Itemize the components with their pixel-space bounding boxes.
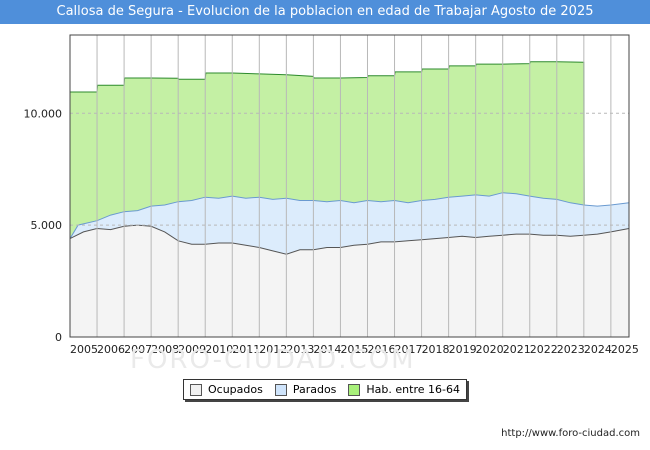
chart-title: Callosa de Segura - Evolucion de la pobl… xyxy=(0,0,650,24)
x-tick-label: 2018 xyxy=(422,343,450,356)
line-hab-entre-16-64 xyxy=(70,61,585,338)
legend-label-parados: Parados xyxy=(292,383,337,396)
x-tick-label: 2014 xyxy=(313,343,341,356)
plot-frame xyxy=(69,34,630,338)
y-tick-label: 0 xyxy=(55,331,62,344)
x-tick-label: 2007 xyxy=(124,343,152,356)
x-tick-label: 2010 xyxy=(205,343,233,356)
x-tick-label: 2021 xyxy=(503,343,531,356)
x-tick-label: 2006 xyxy=(97,343,125,356)
x-axis: 2005 2006 2007 2008 2009 2010 2011 2012 2013 2014… xyxy=(70,343,639,356)
legend-item-parados: Parados xyxy=(274,383,337,396)
legend-swatch-habitantes xyxy=(348,383,361,396)
x-tick-label: 2008 xyxy=(151,343,179,356)
x-tick-label: 2023 xyxy=(557,343,585,356)
x-tick-label: 2020 xyxy=(476,343,504,356)
y-axis: 0 5.000 10.000 xyxy=(24,107,63,344)
x-tick-label: 2022 xyxy=(530,343,558,356)
legend-item-ocupados: Ocupados xyxy=(189,383,263,396)
line-parados xyxy=(69,192,630,239)
source-url: http://www.foro-ciudad.com xyxy=(501,428,640,439)
y-tick-label: 10.000 xyxy=(24,107,63,120)
x-tick-label: 2019 xyxy=(449,343,477,356)
x-tick-label: 2011 xyxy=(232,343,260,356)
x-tick-label: 2025 xyxy=(611,343,639,356)
x-tick-label: 2009 xyxy=(178,343,206,356)
legend-swatch-ocupados xyxy=(189,383,202,396)
x-tick-label: 2015 xyxy=(340,343,368,356)
legend-swatch-parados xyxy=(274,383,287,396)
x-tick-label: 2012 xyxy=(259,343,287,356)
legend-label-habitantes: Hab. entre 16-64 xyxy=(366,383,460,396)
legend-item-habitantes: Hab. entre 16-64 xyxy=(348,383,460,396)
line-ocupados xyxy=(69,224,630,255)
legend-label-ocupados: Ocupados xyxy=(207,383,263,396)
x-tick-label: 2016 xyxy=(367,343,395,356)
area-ocupados xyxy=(70,225,629,337)
x-tick-label: 2005 xyxy=(70,343,98,356)
watermark: FORO-CIUDAD.COM xyxy=(130,345,416,375)
series-areas xyxy=(69,61,630,338)
x-tick-label: 2024 xyxy=(584,343,612,356)
grid-lines xyxy=(70,35,629,337)
x-tick-label: 2017 xyxy=(395,343,423,356)
y-tick-label: 5.000 xyxy=(31,219,63,232)
legend: Ocupados Parados Hab. entre 16-64 xyxy=(183,379,467,400)
x-tick-label: 2013 xyxy=(286,343,314,356)
